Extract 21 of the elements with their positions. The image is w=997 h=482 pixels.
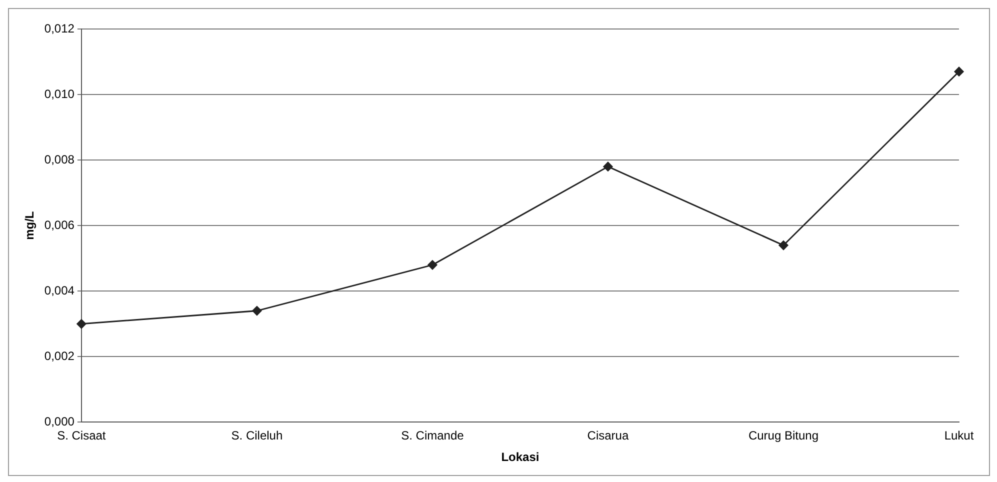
- y-tick-label: 0,010: [44, 86, 75, 101]
- x-tick-label: Lukut: [944, 428, 974, 443]
- x-tick-label: Cisarua: [587, 428, 629, 443]
- x-tick-label: S. Cimande: [401, 428, 464, 443]
- y-tick-label: 0,000: [44, 414, 75, 429]
- y-tick-label: 0,006: [44, 218, 75, 232]
- point: [603, 162, 613, 172]
- point: [778, 240, 788, 250]
- point: [954, 66, 964, 76]
- x-tick-label: S. Cileluh: [231, 428, 283, 443]
- x-tick-label: Curug Bitung: [748, 428, 819, 443]
- x-axis-title: Lokasi: [501, 450, 540, 464]
- point: [76, 319, 86, 329]
- y-tick-label: 0,008: [44, 152, 75, 166]
- y-tick-label: 0,002: [44, 348, 75, 363]
- y-axis-title: mg/L: [22, 211, 37, 240]
- y-tick-label: 0,004: [44, 283, 75, 298]
- y-tick-label: 0,012: [44, 21, 75, 36]
- point: [428, 260, 438, 270]
- point: [252, 306, 262, 316]
- x-tick-label: S. Cisaat: [57, 428, 106, 443]
